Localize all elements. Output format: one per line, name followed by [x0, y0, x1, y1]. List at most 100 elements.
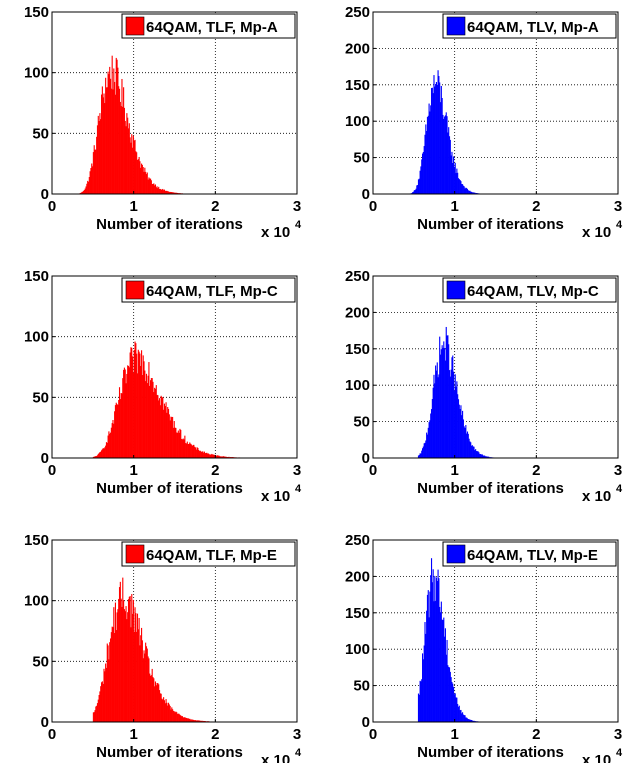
histogram-bar: [162, 699, 164, 722]
histogram-bar: [160, 395, 162, 458]
histogram-bar: [451, 681, 453, 722]
y-tick-label: 150: [24, 4, 49, 21]
histogram-bar: [192, 444, 194, 458]
y-tick-label: 150: [345, 605, 370, 622]
histogram-bar: [169, 420, 171, 458]
legend-label: 64QAM, TLF, Mp-C: [146, 283, 278, 300]
histogram-bar: [178, 432, 180, 458]
histogram-bar: [445, 654, 447, 722]
histogram-bar: [189, 718, 191, 722]
histogram-bar: [93, 456, 95, 458]
x-axis-multiplier: x 10: [582, 752, 611, 763]
histogram-bar: [188, 718, 190, 722]
histogram-bar: [203, 452, 205, 458]
histogram-bar: [133, 631, 135, 722]
histogram-bar: [91, 163, 93, 194]
histogram-bar: [448, 344, 450, 458]
histogram-bar: [444, 116, 446, 194]
histogram-bar: [172, 192, 174, 194]
histogram-bar: [128, 123, 130, 194]
histogram-bar: [115, 57, 117, 194]
histogram-bar: [444, 360, 446, 458]
histogram-bar: [120, 106, 122, 194]
histogram-bar: [469, 719, 471, 722]
histogram-bar: [459, 408, 461, 458]
y-tick-label: 50: [32, 389, 49, 406]
y-tick-label: 150: [345, 341, 370, 358]
histogram-bar: [427, 590, 429, 722]
histogram-bar: [138, 351, 140, 458]
histogram-bar: [457, 394, 459, 458]
histogram-bar: [429, 111, 431, 194]
histogram-bar: [121, 606, 123, 722]
histogram-bar: [151, 668, 153, 722]
histogram-bar: [179, 428, 181, 458]
histogram-bar: [176, 432, 179, 458]
histogram-bar: [101, 450, 103, 458]
histogram-bar: [93, 145, 95, 194]
histogram-bar: [455, 386, 457, 458]
y-tick-label: 100: [345, 113, 370, 130]
histogram-bar: [143, 171, 145, 194]
histogram-bar: [429, 420, 431, 458]
histogram-bar: [175, 192, 177, 194]
histogram-bar: [116, 612, 118, 722]
histogram-bar: [472, 192, 474, 194]
histogram-bar: [135, 613, 137, 722]
histogram-bar: [96, 125, 99, 194]
histogram-bar: [459, 710, 461, 722]
histogram-bar: [126, 113, 128, 194]
histogram-bar: [220, 456, 222, 458]
histogram-bar: [187, 718, 189, 722]
histogram-bar: [154, 388, 157, 458]
histogram-bar: [98, 120, 100, 194]
legend-swatch: [125, 16, 145, 36]
histogram-bar: [154, 686, 156, 722]
histogram-bar: [96, 705, 98, 722]
x-axis-multiplier: x 10: [261, 752, 290, 763]
histogram-bar: [161, 189, 163, 194]
histogram-bar: [453, 166, 455, 194]
histogram-bar: [487, 456, 489, 458]
histogram-bar: [139, 161, 141, 194]
histogram-bar: [431, 87, 433, 194]
x-axis-multiplier-exponent: 4: [616, 483, 623, 495]
histogram-bar: [155, 685, 157, 722]
histogram-bar: [123, 600, 125, 722]
histogram-bar: [132, 599, 134, 722]
histogram-bar: [413, 191, 415, 194]
histogram-bar: [197, 720, 199, 722]
x-axis-multiplier-exponent: 4: [295, 219, 302, 231]
histogram-panel-4: 0 1 2 3 0 50 100 150 200 250 Number of iterations x…: [345, 268, 623, 505]
histogram-bar: [441, 345, 443, 458]
histogram-bar: [145, 381, 147, 458]
histogram-bar: [196, 720, 198, 722]
histogram-bar: [427, 427, 429, 458]
histogram-bar: [201, 451, 203, 458]
histogram-bar: [163, 190, 165, 194]
histogram-bar: [141, 163, 143, 194]
y-tick-label: 150: [345, 77, 370, 94]
histogram-bar: [185, 717, 187, 722]
histogram-bar: [156, 683, 158, 722]
legend: 64QAM, TLV, Mp-A: [442, 13, 617, 39]
histogram-bar: [115, 630, 117, 722]
histogram-bar: [467, 190, 469, 194]
histogram-bar: [456, 697, 458, 722]
y-tick-label: 150: [24, 532, 49, 549]
histogram-bar: [102, 97, 104, 194]
histogram-bar: [434, 86, 436, 194]
legend-label: 64QAM, TLF, Mp-E: [146, 547, 277, 564]
histogram-bar: [212, 454, 214, 458]
histogram-bar: [174, 712, 176, 722]
histogram-bar: [430, 558, 433, 722]
histogram-bar: [96, 455, 99, 458]
histogram-bar: [168, 191, 170, 194]
histogram-bar: [440, 601, 442, 722]
histogram-bar: [145, 646, 148, 722]
histogram-bar: [448, 667, 451, 722]
histogram-bar: [99, 452, 101, 458]
histogram-bar: [437, 377, 439, 458]
x-axis-multiplier: x 10: [582, 224, 611, 241]
x-axis-label: Number of iterations: [417, 744, 564, 761]
